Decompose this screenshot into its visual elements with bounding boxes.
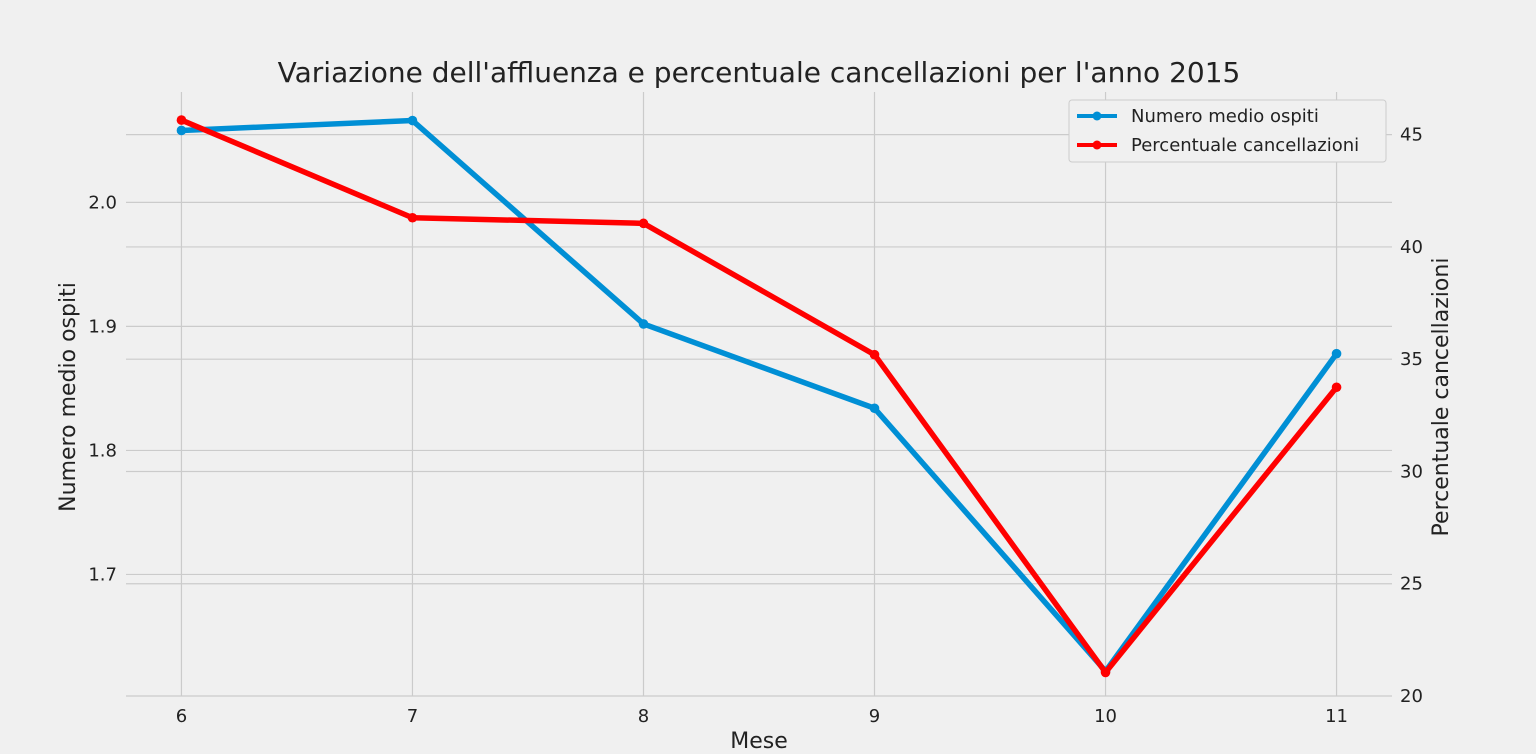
x-tick-label: 10 bbox=[1094, 706, 1117, 727]
right-y-tick-label: 20 bbox=[1400, 686, 1423, 707]
data-point-numero-medio-ospiti bbox=[407, 115, 418, 126]
x-tick-label: 7 bbox=[407, 706, 418, 727]
data-point-numero-medio-ospiti bbox=[1331, 348, 1342, 359]
left-y-tick-label: 1.8 bbox=[88, 440, 117, 461]
x-tick-label: 6 bbox=[176, 706, 187, 727]
data-point-percentuale-cancellazioni bbox=[407, 212, 418, 223]
data-point-numero-medio-ospiti bbox=[869, 403, 880, 414]
data-point-percentuale-cancellazioni bbox=[1100, 667, 1111, 678]
data-point-percentuale-cancellazioni bbox=[176, 115, 187, 125]
x-tick-label: 9 bbox=[869, 706, 880, 727]
left-y-axis-title: Numero medio ospiti bbox=[56, 282, 81, 512]
legend-marker-numero-medio-ospiti bbox=[1092, 111, 1102, 121]
left-y-tick-label: 1.7 bbox=[88, 564, 117, 585]
legend-label-numero-medio-ospiti: Numero medio ospiti bbox=[1131, 106, 1319, 127]
grid-layer bbox=[126, 92, 1392, 697]
legend-box bbox=[1068, 99, 1387, 163]
x-tick-label: 11 bbox=[1325, 706, 1348, 727]
tick-layer: 6 7 8 9 10 11 1.7 1.8 1.9 2.0 20 25 30 35 40 45 bbox=[88, 125, 1423, 727]
series-line-numero-medio-ospiti bbox=[178, 117, 1340, 674]
legend-marker-percentuale-cancellazioni bbox=[1092, 140, 1102, 150]
right-y-tick-label: 35 bbox=[1400, 349, 1423, 370]
series-line-percentuale-cancellazioni bbox=[178, 117, 1340, 676]
right-y-tick-label: 30 bbox=[1400, 461, 1423, 482]
data-point-numero-medio-ospiti bbox=[638, 319, 649, 329]
x-axis-title: Mese bbox=[730, 729, 788, 754]
data-point-percentuale-cancellazioni bbox=[869, 349, 880, 360]
right-y-axis-title: Percentuale cancellazioni bbox=[1429, 258, 1454, 537]
right-y-tick-label: 40 bbox=[1400, 237, 1423, 258]
right-y-tick-label: 45 bbox=[1400, 125, 1423, 146]
legend-label-percentuale-cancellazioni: Percentuale cancellazioni bbox=[1131, 135, 1359, 156]
data-point-percentuale-cancellazioni bbox=[638, 218, 649, 229]
data-point-numero-medio-ospiti bbox=[176, 125, 187, 136]
left-y-tick-label: 1.9 bbox=[88, 316, 117, 337]
data-point-percentuale-cancellazioni bbox=[1331, 382, 1342, 393]
chart-title: Variazione dell'affluenza e percentuale … bbox=[278, 56, 1241, 89]
legend: Numero medio ospiti Percentuale cancella… bbox=[1068, 99, 1387, 163]
right-y-tick-label: 25 bbox=[1400, 574, 1423, 595]
series-layer bbox=[176, 115, 1342, 678]
left-y-tick-label: 2.0 bbox=[88, 192, 117, 213]
x-tick-label: 8 bbox=[638, 706, 649, 727]
